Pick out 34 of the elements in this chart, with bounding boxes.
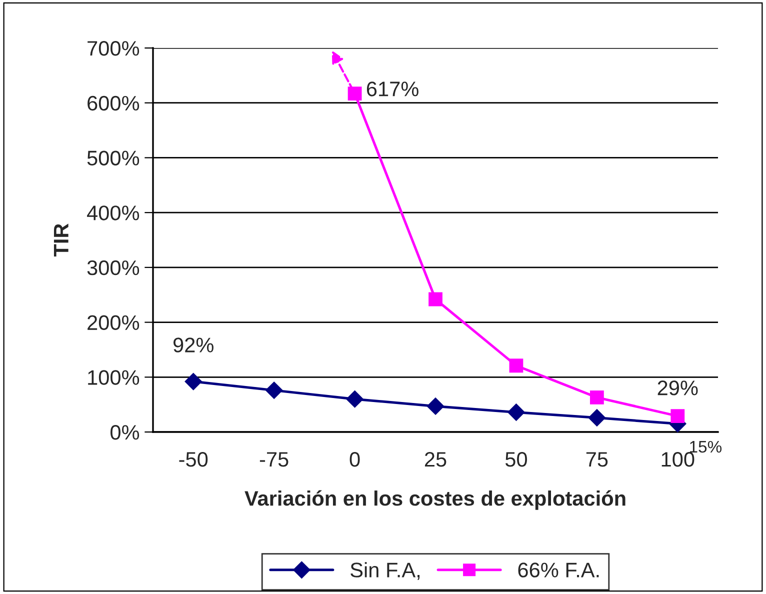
data-label: 92% — [173, 338, 214, 352]
x-tick-label: 0 — [350, 452, 360, 467]
point — [588, 409, 606, 426]
y-tick-label: 300% — [87, 260, 140, 276]
y-tick-label: 0% — [110, 425, 140, 440]
x-tick-label: -75 — [260, 452, 288, 467]
y-tick-label: 400% — [87, 206, 140, 220]
legend-label: Sin F.A, — [350, 562, 420, 580]
x-axis-title: Variación en los costes de explotación — [244, 490, 626, 510]
point — [509, 358, 524, 373]
point — [426, 398, 444, 415]
legend-label: 66% F.A. — [518, 562, 599, 578]
x-tick-label: 25 — [424, 452, 446, 467]
y-tick-label: 700% — [88, 41, 140, 56]
y-axis-title: TIR — [54, 224, 68, 257]
point — [346, 390, 364, 408]
point — [428, 292, 442, 306]
point — [348, 86, 362, 100]
x-tick-label: 100 — [662, 452, 694, 467]
point — [590, 390, 604, 404]
y-tick-label: 500% — [87, 150, 140, 166]
y-tick-label: 600% — [88, 96, 140, 111]
data-label: 29% — [658, 380, 698, 396]
point — [184, 372, 202, 390]
point — [508, 404, 525, 421]
point — [670, 409, 685, 424]
data-label: 617% — [366, 82, 418, 96]
x-tick-label: 75 — [586, 452, 608, 467]
data-label: 15% — [690, 440, 722, 453]
x-tick-label: -50 — [179, 452, 208, 467]
point — [266, 382, 283, 399]
y-tick-label: 100% — [88, 370, 140, 385]
x-tick-label: 50 — [505, 452, 527, 467]
y-tick-label: 200% — [88, 315, 140, 330]
